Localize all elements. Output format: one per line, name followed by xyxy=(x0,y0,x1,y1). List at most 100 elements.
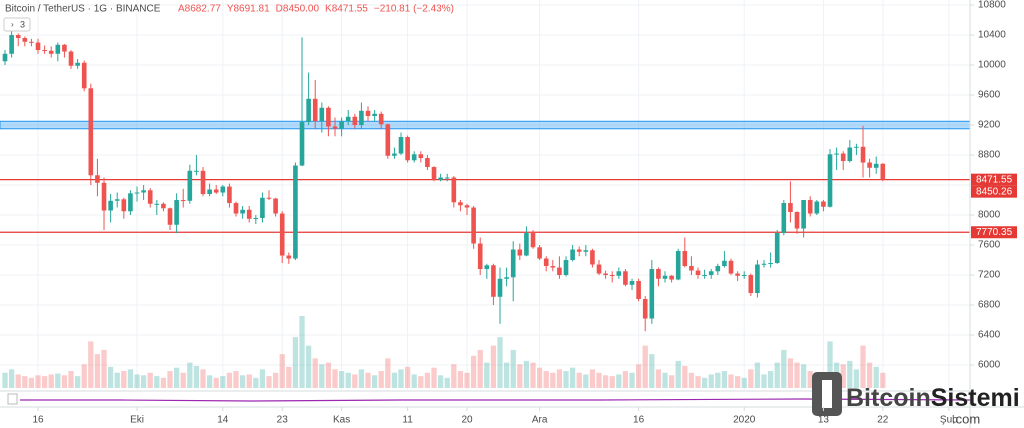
candle-body xyxy=(543,258,549,267)
candle-body xyxy=(656,269,661,279)
candle-body xyxy=(741,275,747,277)
candle-body xyxy=(596,264,602,274)
volume-bar xyxy=(404,366,411,388)
volume-bar xyxy=(74,376,81,388)
candle-body xyxy=(418,154,424,159)
candle-body xyxy=(867,162,872,168)
price-line-label: 7770.35 xyxy=(976,227,1013,238)
volume-bar xyxy=(530,362,536,388)
candle-body xyxy=(279,213,285,256)
candle-body xyxy=(590,250,595,265)
indicator-pane-button[interactable] xyxy=(7,393,18,405)
candle-body xyxy=(15,35,21,39)
volume-bar xyxy=(695,376,701,388)
volume-bar xyxy=(794,362,800,388)
volume-bar xyxy=(358,369,365,388)
volume-bar xyxy=(754,362,761,388)
x-tick-label: Şub xyxy=(940,415,958,426)
toggle-arrow: › xyxy=(11,20,14,29)
y-tick-label: 7600 xyxy=(978,240,1001,251)
candle-body xyxy=(728,260,734,274)
volume-bar xyxy=(371,375,378,388)
candle-body xyxy=(141,190,146,193)
volume-bar xyxy=(220,376,226,388)
volume-bar xyxy=(543,371,549,388)
volume-bar xyxy=(352,374,358,388)
volume-bar xyxy=(464,372,470,388)
candle-body xyxy=(847,147,853,162)
volume-bar xyxy=(127,369,134,388)
ohlc-value: −210.81 (−2.43%) xyxy=(374,4,454,15)
volume-bar xyxy=(748,369,754,388)
volume-bar xyxy=(253,377,259,388)
candle-body xyxy=(623,271,628,285)
volume-bar xyxy=(510,349,516,388)
candle-body xyxy=(411,154,417,161)
volume-bar xyxy=(444,377,450,388)
candle-body xyxy=(788,203,793,213)
candle-body xyxy=(557,267,562,276)
volume-bar xyxy=(682,365,688,388)
candle-body xyxy=(68,51,74,66)
resistance-zone xyxy=(0,120,971,130)
candle-body xyxy=(550,266,556,268)
volume-bar xyxy=(424,372,431,388)
candle-body xyxy=(293,165,298,259)
candle-body xyxy=(662,275,668,279)
volume-bar xyxy=(728,374,734,388)
candle-body xyxy=(48,50,54,54)
volume-bar xyxy=(642,345,648,388)
y-tick-label: 9200 xyxy=(978,120,1001,131)
ohlc-value: Y8691.81 xyxy=(227,4,270,15)
ohlc-value: K8471.55 xyxy=(325,4,368,15)
candle-body xyxy=(260,197,265,219)
volume-bar xyxy=(721,371,728,388)
candle-body xyxy=(339,121,344,129)
volume-bar xyxy=(154,376,160,388)
candle-body xyxy=(576,249,582,252)
candle-body xyxy=(642,299,648,319)
volume-bar xyxy=(114,372,120,388)
candle-body xyxy=(570,249,575,261)
volume-bar xyxy=(134,374,140,388)
y-tick-label: 10400 xyxy=(978,30,1006,41)
watermark-part: Bitcoin xyxy=(846,384,931,412)
candle-body xyxy=(821,201,826,207)
volume-bar xyxy=(226,372,233,388)
price-badge-label: 8450.26 xyxy=(976,186,1013,197)
candle-body xyxy=(504,277,509,279)
candle-body xyxy=(121,199,127,212)
candle-body xyxy=(392,153,397,156)
candle-body xyxy=(114,199,120,201)
x-tick-label: 16 xyxy=(633,415,645,426)
candle-body xyxy=(332,126,338,129)
volume-bar xyxy=(629,372,635,388)
volume-bar xyxy=(61,375,68,388)
candle-body xyxy=(88,88,94,176)
candle-body xyxy=(161,203,166,209)
candle-body xyxy=(62,44,67,52)
x-tick-label: 2020 xyxy=(733,415,756,426)
watermark-logo-mark xyxy=(822,380,832,408)
watermark-text: BitcoinSistemi xyxy=(846,384,1020,412)
x-tick-label: 23 xyxy=(277,415,289,426)
candle-body xyxy=(200,170,206,195)
indicator-toggle[interactable] xyxy=(3,17,31,32)
candle-body xyxy=(438,177,443,180)
volume-bar xyxy=(840,364,846,388)
volume-bar xyxy=(860,345,866,388)
volume-bar xyxy=(206,375,213,388)
candle-body xyxy=(702,275,707,277)
indicator-count: 3 xyxy=(20,19,25,29)
candle-body xyxy=(524,233,529,256)
candle-body xyxy=(266,197,272,199)
candle-body xyxy=(517,249,523,256)
candle-body xyxy=(510,249,516,278)
volume-bar xyxy=(121,371,127,388)
candle-body xyxy=(299,122,305,166)
volume-bar xyxy=(800,364,807,388)
x-tick-label: 11 xyxy=(402,415,413,426)
volume-bar xyxy=(866,362,873,388)
volume-bar xyxy=(35,375,41,388)
candle-body xyxy=(451,177,457,203)
